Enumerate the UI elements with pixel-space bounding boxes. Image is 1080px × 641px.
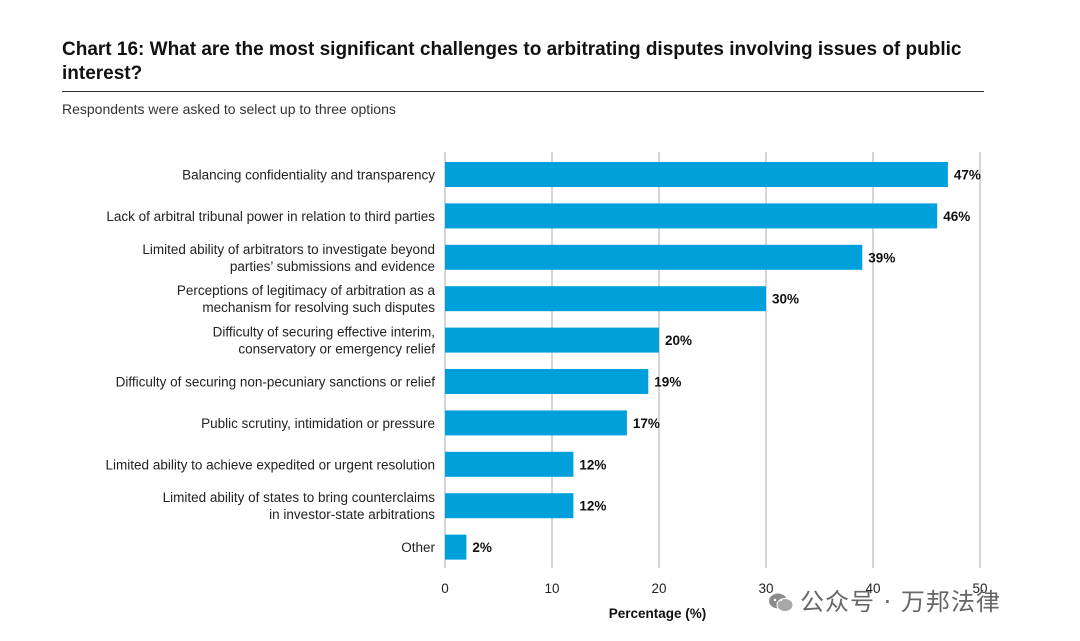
x-axis-ticks: 0 10 20 30 40 50	[441, 581, 987, 596]
wechat-icon	[769, 593, 794, 612]
watermark: 公众号 · 万邦法律	[768, 582, 1001, 617]
category-label: Difficulty of securing effective interim…	[213, 325, 436, 357]
bar	[445, 410, 627, 436]
value-labels: 47% 46% 39% 30% 20% 19% 17% 12% 12% 2%	[472, 168, 981, 556]
bar	[445, 451, 574, 477]
category-label: Limited ability of states to bring count…	[163, 490, 436, 522]
bar	[445, 493, 574, 519]
bar	[445, 162, 948, 187]
chart-title: Chart 16: What are the most significant …	[62, 39, 962, 84]
bars	[445, 162, 948, 560]
category-label: Difficulty of securing non-pecuniary san…	[116, 375, 436, 390]
x-tick-label: 10	[544, 581, 559, 596]
bar	[445, 534, 467, 560]
x-tick-label: 40	[865, 581, 880, 596]
bar	[445, 327, 659, 353]
value-label: 39%	[868, 250, 895, 265]
value-label: 2%	[472, 540, 492, 555]
value-label: 19%	[654, 375, 681, 390]
x-axis-label: Percentage (%)	[609, 606, 707, 621]
category-label: Limited ability to achieve expedited or …	[106, 457, 435, 472]
x-tick-label: 30	[758, 581, 773, 596]
x-tick-label: 0	[441, 581, 449, 596]
bar	[445, 369, 649, 394]
value-label: 12%	[579, 457, 606, 472]
bar	[445, 244, 863, 270]
category-label: Balancing confidentiality and transparen…	[182, 168, 435, 183]
value-label: 20%	[665, 333, 692, 348]
chart-subtitle: Respondents were asked to select up to t…	[62, 101, 396, 117]
category-label: Perceptions of legitimacy of arbitration…	[177, 283, 436, 315]
x-tick-label: 20	[651, 581, 666, 596]
bar	[445, 286, 766, 312]
bar	[445, 203, 938, 229]
category-label: Public scrutiny, intimidation or pressur…	[201, 416, 435, 431]
title-divider	[62, 91, 984, 92]
x-tick-label: 50	[972, 581, 987, 596]
category-label: Limited ability of arbitrators to invest…	[142, 242, 435, 274]
category-label: Other	[401, 540, 435, 555]
category-labels: Balancing confidentiality and transparen…	[106, 168, 436, 556]
value-label: 46%	[943, 209, 970, 224]
value-label: 17%	[633, 416, 660, 431]
category-label: Lack of arbitral tribunal power in relat…	[106, 209, 435, 224]
value-label: 12%	[579, 499, 606, 514]
watermark-text: 公众号 · 万邦法律	[800, 588, 1001, 616]
value-label: 30%	[772, 292, 799, 307]
value-label: 47%	[954, 168, 981, 183]
